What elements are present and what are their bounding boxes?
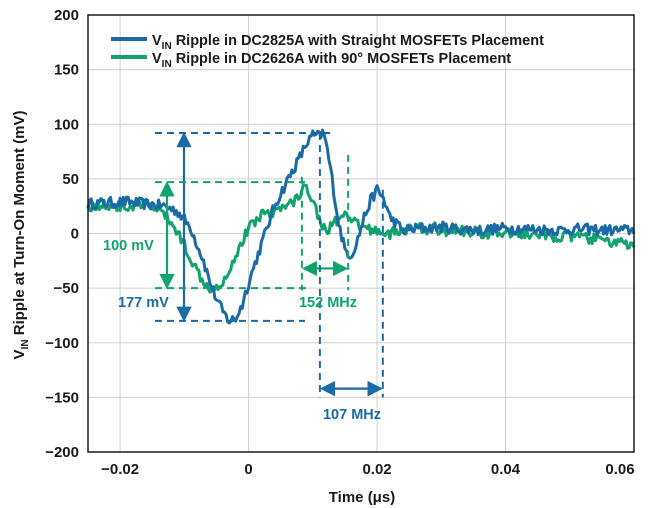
annotations [155, 131, 384, 398]
y-tick-label: 50 [62, 171, 79, 188]
x-tick-label: 0.06 [605, 461, 634, 478]
blue-amplitude-label: 177 mV [118, 295, 169, 311]
plot-frame [87, 14, 635, 453]
series-layer [86, 128, 636, 325]
x-axis-title: Time (μs) [329, 489, 395, 506]
x-tick-label: 0.02 [362, 461, 391, 478]
green-frequency-label: 152 MHz [299, 295, 357, 311]
legend-label-dc2626a: VIN Ripple in DC2626A with 90° MOSFETs P… [152, 51, 511, 70]
y-axis-title-rest: Ripple at Turn-On Moment (mV) [11, 111, 28, 340]
y-tick-label: −150 [45, 389, 79, 406]
y-tick-label: 0 [71, 226, 79, 243]
series-line-1 [86, 183, 636, 294]
y-tick-label: 100 [54, 116, 79, 133]
y-tick-label: 200 [54, 7, 79, 24]
x-tick-labels: −0.02 0 0.02 0.04 0.06 [101, 461, 634, 478]
series-line-0 [86, 128, 636, 325]
y-tick-label: 150 [54, 62, 79, 79]
y-tick-label: −100 [45, 335, 79, 352]
y-tick-labels: 200 150 100 50 0 −50 −100 −150 −200 [45, 7, 79, 461]
x-tick-label: 0.04 [491, 461, 521, 478]
y-tick-label: −50 [54, 280, 79, 297]
y-axis-title-sub: IN [20, 339, 31, 349]
green-amplitude-label: 100 mV [103, 238, 154, 254]
legend-label-dc2825a: VIN Ripple in DC2825A with Straight MOSF… [152, 33, 544, 52]
x-tick-label: 0 [244, 461, 252, 478]
blue-frequency-label: 107 MHz [323, 407, 381, 423]
y-tick-label: −200 [45, 444, 79, 461]
y-axis-title: VIN Ripple at Turn-On Moment (mV) [11, 111, 31, 360]
legend: VIN Ripple in DC2825A with Straight MOSF… [111, 33, 544, 70]
x-tick-label: −0.02 [101, 461, 139, 478]
y-axis-title-main: V [11, 349, 28, 359]
